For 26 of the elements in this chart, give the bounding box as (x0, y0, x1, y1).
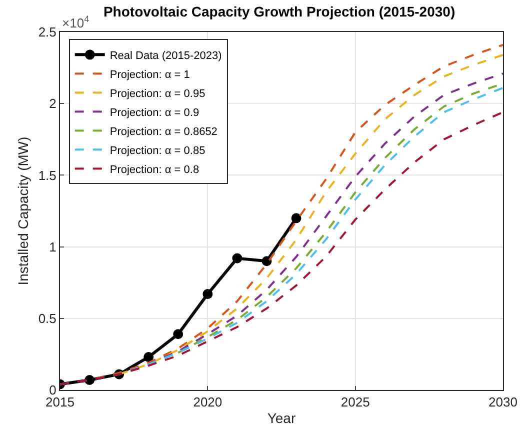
y-tick-label: 2 (49, 96, 56, 112)
legend-label: Projection: α = 0.85 (110, 144, 206, 157)
y-tick-label: 0.5 (38, 310, 56, 326)
x-tick-label: 2025 (340, 394, 370, 410)
point (262, 256, 272, 266)
y-tick-label: 1 (49, 239, 56, 254)
y-tick-label: 2.5 (38, 24, 56, 40)
point (144, 352, 154, 362)
legend-label: Projection: α = 0.9 (110, 106, 200, 119)
legend-label: Projection: α = 1 (110, 68, 190, 81)
x-axis-title: Year (267, 410, 296, 426)
point (291, 213, 302, 224)
x-tick-label: 2020 (193, 394, 222, 410)
chart-title: Photovoltaic Capacity Growth Projection (2015-2030) (103, 3, 456, 20)
legend-label: Projection: α = 0.8 (110, 164, 200, 176)
legend-label: Real Data (2015-2023) (110, 50, 222, 62)
legend-label: Projection: α = 0.8652 (110, 126, 218, 138)
point (232, 253, 242, 264)
y-tick-label: 1.5 (38, 168, 56, 183)
y-axis-title: Installed Capacity (MW) (14, 136, 31, 286)
point (84, 374, 95, 385)
point (202, 289, 213, 300)
text: ×10$^{4}$ (62, 14, 90, 30)
x-tick-label: 2030 (488, 394, 518, 410)
point (173, 329, 184, 340)
legend-label: Projection: α = 0.95 (110, 88, 206, 100)
